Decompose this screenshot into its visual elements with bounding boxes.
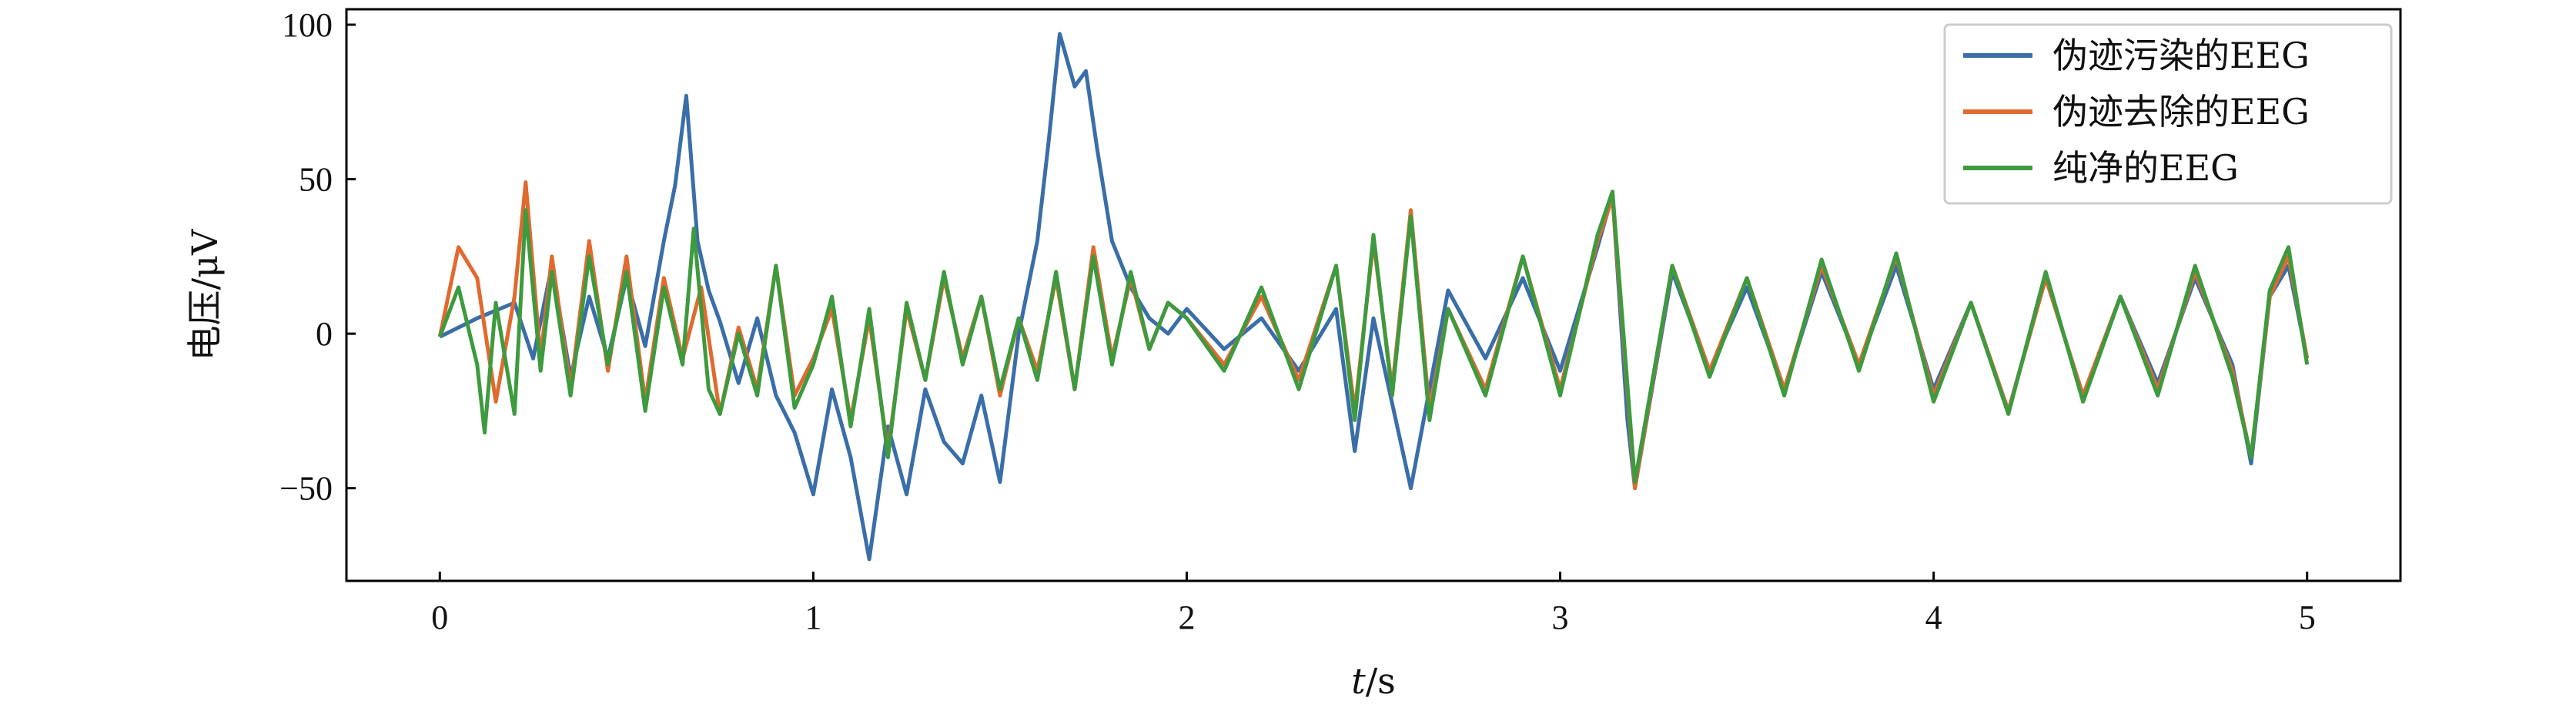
y-tick-label: −50 [279,470,333,508]
x-tick-label: 1 [805,599,821,636]
legend: 伪迹污染的EEG 伪迹去除的EEG 纯净的EEG [1943,23,2393,205]
tick-layer: 0 1 2 3 4 5 −50 0 50 100 [279,6,2316,636]
legend-label-clean: 纯净的EEG [2052,147,2239,189]
series-line-1 [437,180,2310,491]
series-layer [437,32,2310,562]
x-tick-label: 3 [1552,599,1569,636]
legend-label-contaminated: 伪迹污染的EEG [2052,35,2310,76]
series-line-2 [437,190,2310,485]
plot-frame [345,8,2402,582]
y-tick-label: 100 [282,6,333,44]
x-axis-label: t/s [1351,660,1396,702]
y-axis-label: 电压/μV [184,229,226,361]
x-axis-label-symbol: t [1351,660,1366,702]
x-tick-label: 0 [431,599,448,636]
y-tick-label: 50 [299,161,333,199]
x-axis-label-unit: /s [1366,660,1396,702]
x-tick-label: 4 [1925,599,1942,636]
x-tick-label: 5 [2299,599,2316,636]
y-tick-label: 0 [316,315,333,353]
x-tick-label: 2 [1178,599,1195,636]
legend-box [1943,23,2393,205]
legend-label-removed: 伪迹去除的EEG [2052,91,2310,133]
